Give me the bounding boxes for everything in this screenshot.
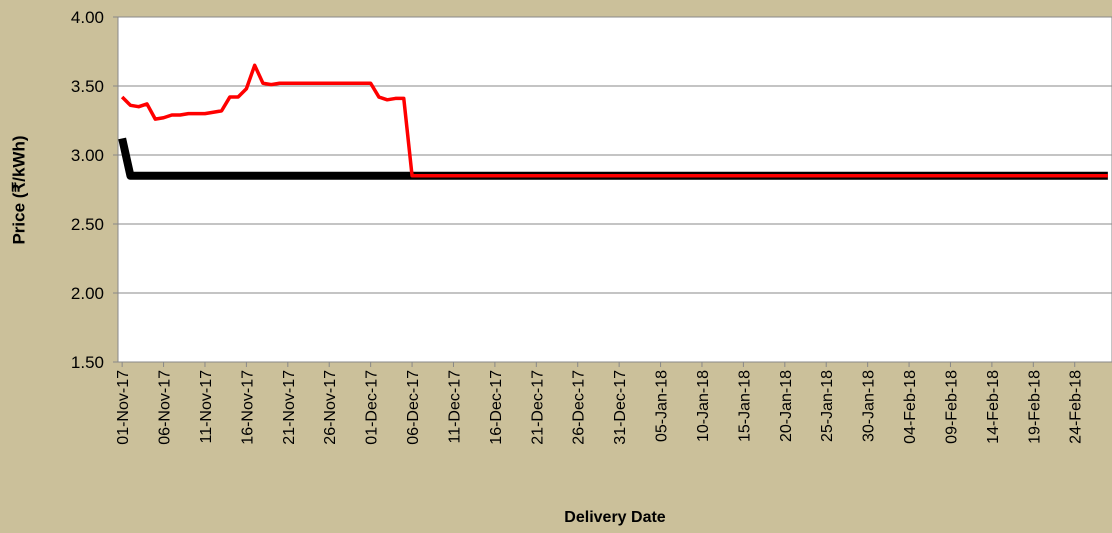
x-tick-label: 21-Dec-17 (529, 370, 546, 445)
y-tick-label: 2.00 (71, 284, 104, 303)
y-tick-label: 1.50 (71, 353, 104, 372)
x-tick-label: 24-Feb-18 (1068, 370, 1085, 444)
x-tick-label: 06-Nov-17 (157, 370, 174, 445)
series-line (120, 63, 1108, 178)
x-tick-label: 14-Feb-18 (985, 370, 1002, 444)
x-tick-label: 11-Dec-17 (446, 370, 463, 444)
x-tick-label: 15-Jan-18 (736, 370, 753, 442)
x-tick-label: 16-Nov-17 (239, 370, 256, 445)
x-tick-label: 26-Dec-17 (571, 370, 588, 445)
y-tick-label: 3.50 (71, 77, 104, 96)
x-tick-label: 11-Nov-17 (198, 370, 215, 444)
x-tick-label: 04-Feb-18 (902, 370, 919, 444)
x-tick-label: 05-Jan-18 (654, 370, 671, 442)
x-tick-label: 16-Dec-17 (488, 370, 505, 445)
y-tick-label: 4.00 (71, 8, 104, 27)
x-tick-label: 21-Nov-17 (281, 370, 298, 445)
y-tick-label: 2.50 (71, 215, 104, 234)
x-axis-title: Delivery Date (564, 509, 665, 526)
x-tick-label: 26-Nov-17 (322, 370, 339, 445)
plot-area (117, 16, 1112, 363)
x-tick-label: 10-Jan-18 (695, 370, 712, 442)
x-tick-label: 30-Jan-18 (861, 370, 878, 442)
x-tick-label: 31-Dec-17 (612, 370, 629, 445)
x-tick-label: 19-Feb-18 (1026, 370, 1043, 444)
x-tick-label: 09-Feb-18 (943, 370, 960, 444)
x-tick-label: 01-Dec-17 (364, 370, 381, 445)
x-tick-label: 20-Jan-18 (778, 370, 795, 442)
x-tick-label: 25-Jan-18 (819, 370, 836, 442)
x-tick-label: 01-Nov-17 (115, 370, 132, 445)
y-axis-title: Price (₹/kWh) (9, 135, 28, 244)
y-tick-label: 3.00 (71, 146, 104, 165)
x-tick-label: 06-Dec-17 (405, 370, 422, 445)
